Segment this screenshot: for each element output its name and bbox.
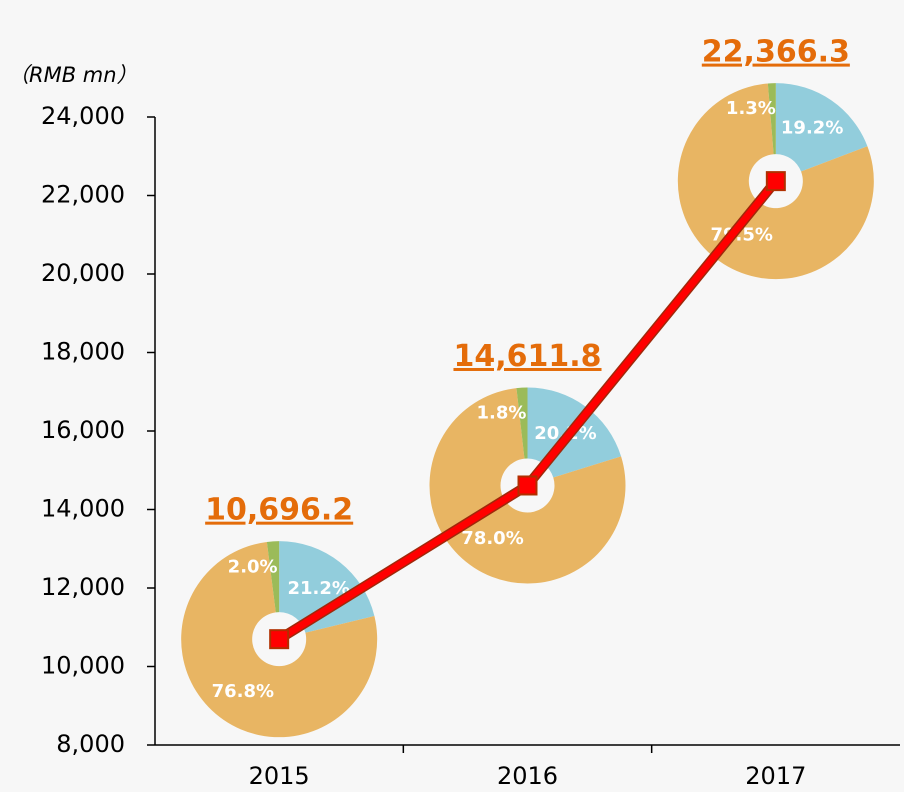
x-tick-label: 2017 bbox=[745, 762, 806, 790]
x-tick-label: 2015 bbox=[249, 762, 310, 790]
pie-slice bbox=[677, 83, 874, 280]
point-marker bbox=[517, 475, 538, 496]
x-tick-label: 2016 bbox=[497, 762, 558, 790]
pie-label: 1.3% bbox=[726, 98, 776, 119]
value-label: 14,611.8 bbox=[453, 339, 601, 374]
value-label: 22,366.3 bbox=[702, 35, 850, 70]
pie-slice bbox=[181, 541, 378, 738]
pie-slice bbox=[429, 388, 626, 584]
y-tick-label: 20,000 bbox=[41, 259, 125, 287]
point-marker bbox=[269, 629, 290, 650]
pie-slice bbox=[767, 83, 776, 155]
value-label: 10,696.2 bbox=[205, 493, 353, 528]
pie-label: 19.2% bbox=[781, 117, 843, 138]
point-marker bbox=[765, 171, 786, 192]
y-tick-label: 8,000 bbox=[56, 730, 125, 758]
pie-label: 2.0% bbox=[228, 556, 278, 577]
pie-label: 76.8% bbox=[212, 681, 274, 702]
y-tick-label: 22,000 bbox=[41, 181, 125, 209]
unit-label: （RMB mn） bbox=[8, 63, 138, 87]
y-tick-label: 24,000 bbox=[41, 102, 125, 130]
y-tick-label: 10,000 bbox=[41, 652, 125, 680]
y-tick-label: 14,000 bbox=[41, 495, 125, 523]
pie-slice bbox=[775, 83, 868, 172]
pie-label: 78.0% bbox=[461, 528, 523, 549]
y-tick-label: 16,000 bbox=[41, 416, 125, 444]
y-tick-label: 18,000 bbox=[41, 338, 125, 366]
pie-label: 1.8% bbox=[476, 403, 526, 424]
pie-slice bbox=[266, 541, 280, 613]
y-tick-label: 12,000 bbox=[41, 573, 125, 601]
pie-label: 21.2% bbox=[287, 578, 349, 599]
pie-slice bbox=[516, 387, 528, 459]
pie-slice bbox=[279, 541, 375, 633]
